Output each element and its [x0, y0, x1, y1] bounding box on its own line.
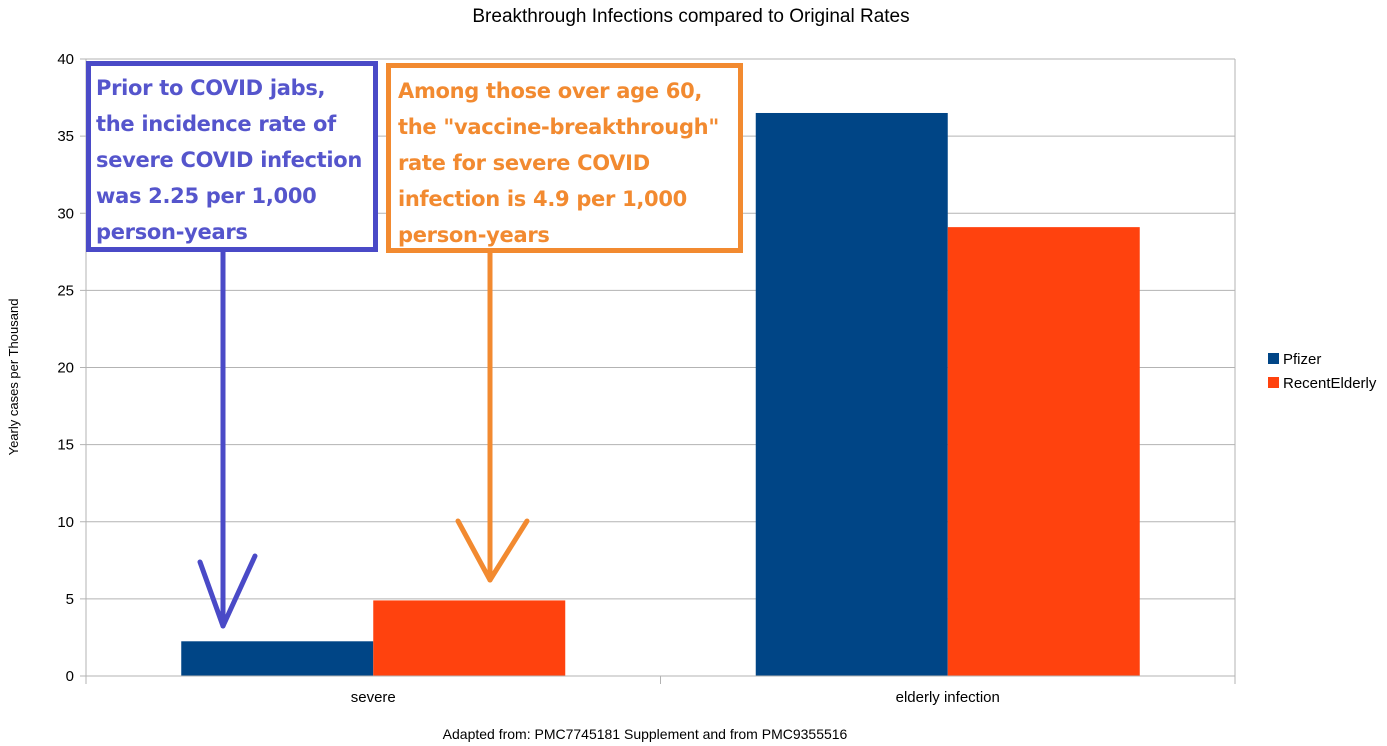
chart-title: Breakthrough Infections compared to Orig… [472, 6, 909, 27]
breakthrough-arrow-head [455, 518, 530, 583]
bar-recentelderly-severe [373, 600, 566, 676]
legend-swatch-pfizer [1268, 353, 1279, 364]
bar-pfizer-severe [181, 641, 374, 676]
y-tick-label-3: 15 [57, 437, 74, 454]
source-footnote: Adapted from: PMC7745181 Supplement and … [443, 726, 848, 742]
legend-label-pfizer: Pfizer [1283, 351, 1321, 368]
bar-pfizer-elderly-infection [755, 112, 948, 677]
y-tick-label-2: 10 [57, 514, 74, 531]
legend-label-recentelderly: RecentElderly [1283, 375, 1377, 392]
y-tick-label-6: 30 [57, 205, 74, 222]
prior-arrow-head [197, 553, 258, 629]
x-tick-label-0: severe [351, 689, 396, 706]
y-tick-label-4: 20 [57, 360, 74, 377]
y-tick-label-0: 0 [66, 668, 74, 685]
x-tick-label-1: elderly infection [896, 689, 1000, 706]
axes: 0 5 10 15 20 25 30 35 40 severe elderly infection [57, 51, 1236, 706]
prior-rate-callout: Prior to COVID jabs, the incidence rate … [86, 61, 378, 252]
y-axis-label: Yearly cases per Thousand [6, 299, 21, 456]
bars [181, 112, 1140, 677]
y-tick-label-1: 5 [66, 591, 74, 608]
annotation-arrows [197, 249, 530, 629]
legend: Pfizer RecentElderly [1268, 351, 1377, 392]
y-tick-label-7: 35 [57, 128, 74, 145]
bar-recentelderly-elderly-infection [947, 227, 1140, 676]
breakthrough-rate-callout: Among those over age 60, the "vaccine-br… [386, 63, 743, 253]
y-tick-label-5: 25 [57, 282, 74, 299]
y-tick-label-8: 40 [57, 51, 74, 68]
legend-swatch-recentelderly [1268, 377, 1279, 388]
